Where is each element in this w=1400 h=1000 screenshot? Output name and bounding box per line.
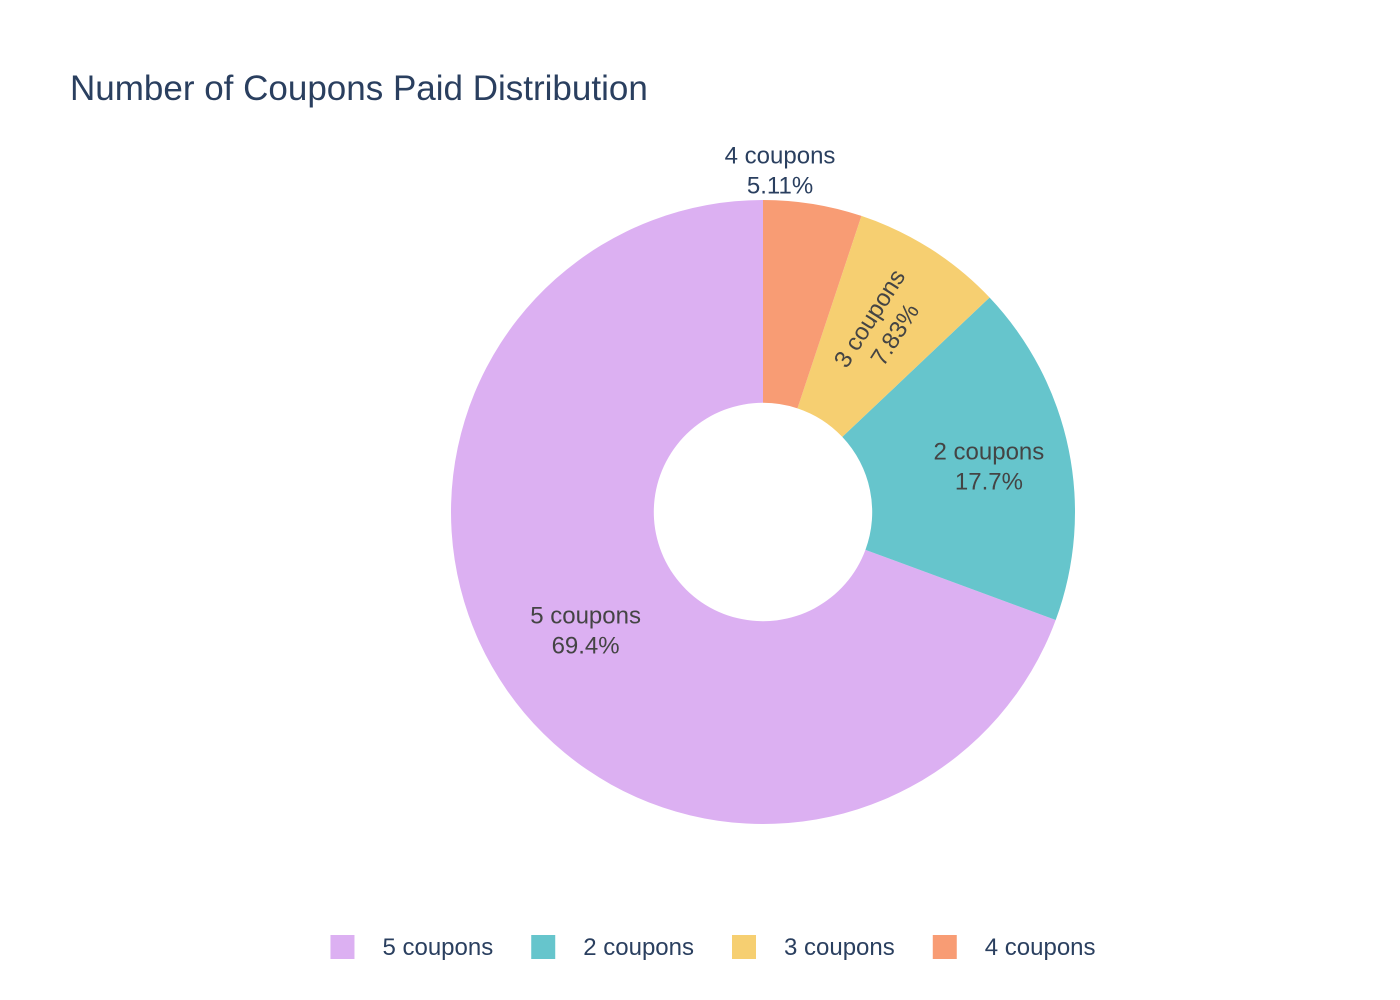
pie-label-percent: 69.4% [552, 633, 620, 660]
legend-label[interactable]: 2 coupons [583, 934, 694, 961]
legend[interactable]: 5 coupons 2 coupons 3 coupons 4 coupons [330, 934, 1096, 961]
legend-swatch[interactable] [531, 935, 556, 959]
pie-slice-3-coupons[interactable] [797, 215, 990, 437]
chart-title: Number of Coupons Paid Distribution [70, 69, 648, 108]
pie-label-percent: 17.7% [955, 469, 1023, 496]
legend-item-5-coupons[interactable]: 5 coupons [330, 934, 493, 961]
pie-slice-4-coupons[interactable] [763, 200, 862, 409]
pie-label-5-coupons: 5 coupons 69.4% [530, 603, 641, 660]
pie-label-4-coupons: 4 coupons 5.11% [725, 143, 836, 200]
pie-slice-2-coupons[interactable] [842, 297, 1075, 621]
legend-label[interactable]: 3 coupons [784, 934, 895, 961]
legend-swatch[interactable] [932, 935, 957, 959]
pie-slice-5-coupons[interactable] [450, 200, 1056, 824]
legend-swatch[interactable] [330, 935, 355, 959]
legend-item-2-coupons[interactable]: 2 coupons [531, 934, 694, 961]
pie-label-name: 2 coupons [934, 439, 1045, 466]
pie-label-name: 4 coupons [725, 143, 836, 170]
pie-label-percent: 5.11% [747, 173, 813, 200]
pie-label-name: 5 coupons [530, 603, 641, 630]
pie-label-2-coupons: 2 coupons 17.7% [934, 439, 1045, 496]
pie-slices [450, 200, 1075, 824]
legend-item-3-coupons[interactable]: 3 coupons [732, 934, 895, 961]
legend-swatch[interactable] [732, 935, 756, 959]
legend-label[interactable]: 5 coupons [382, 934, 493, 961]
legend-label[interactable]: 4 coupons [985, 934, 1096, 961]
legend-item-4-coupons[interactable]: 4 coupons [932, 934, 1096, 961]
